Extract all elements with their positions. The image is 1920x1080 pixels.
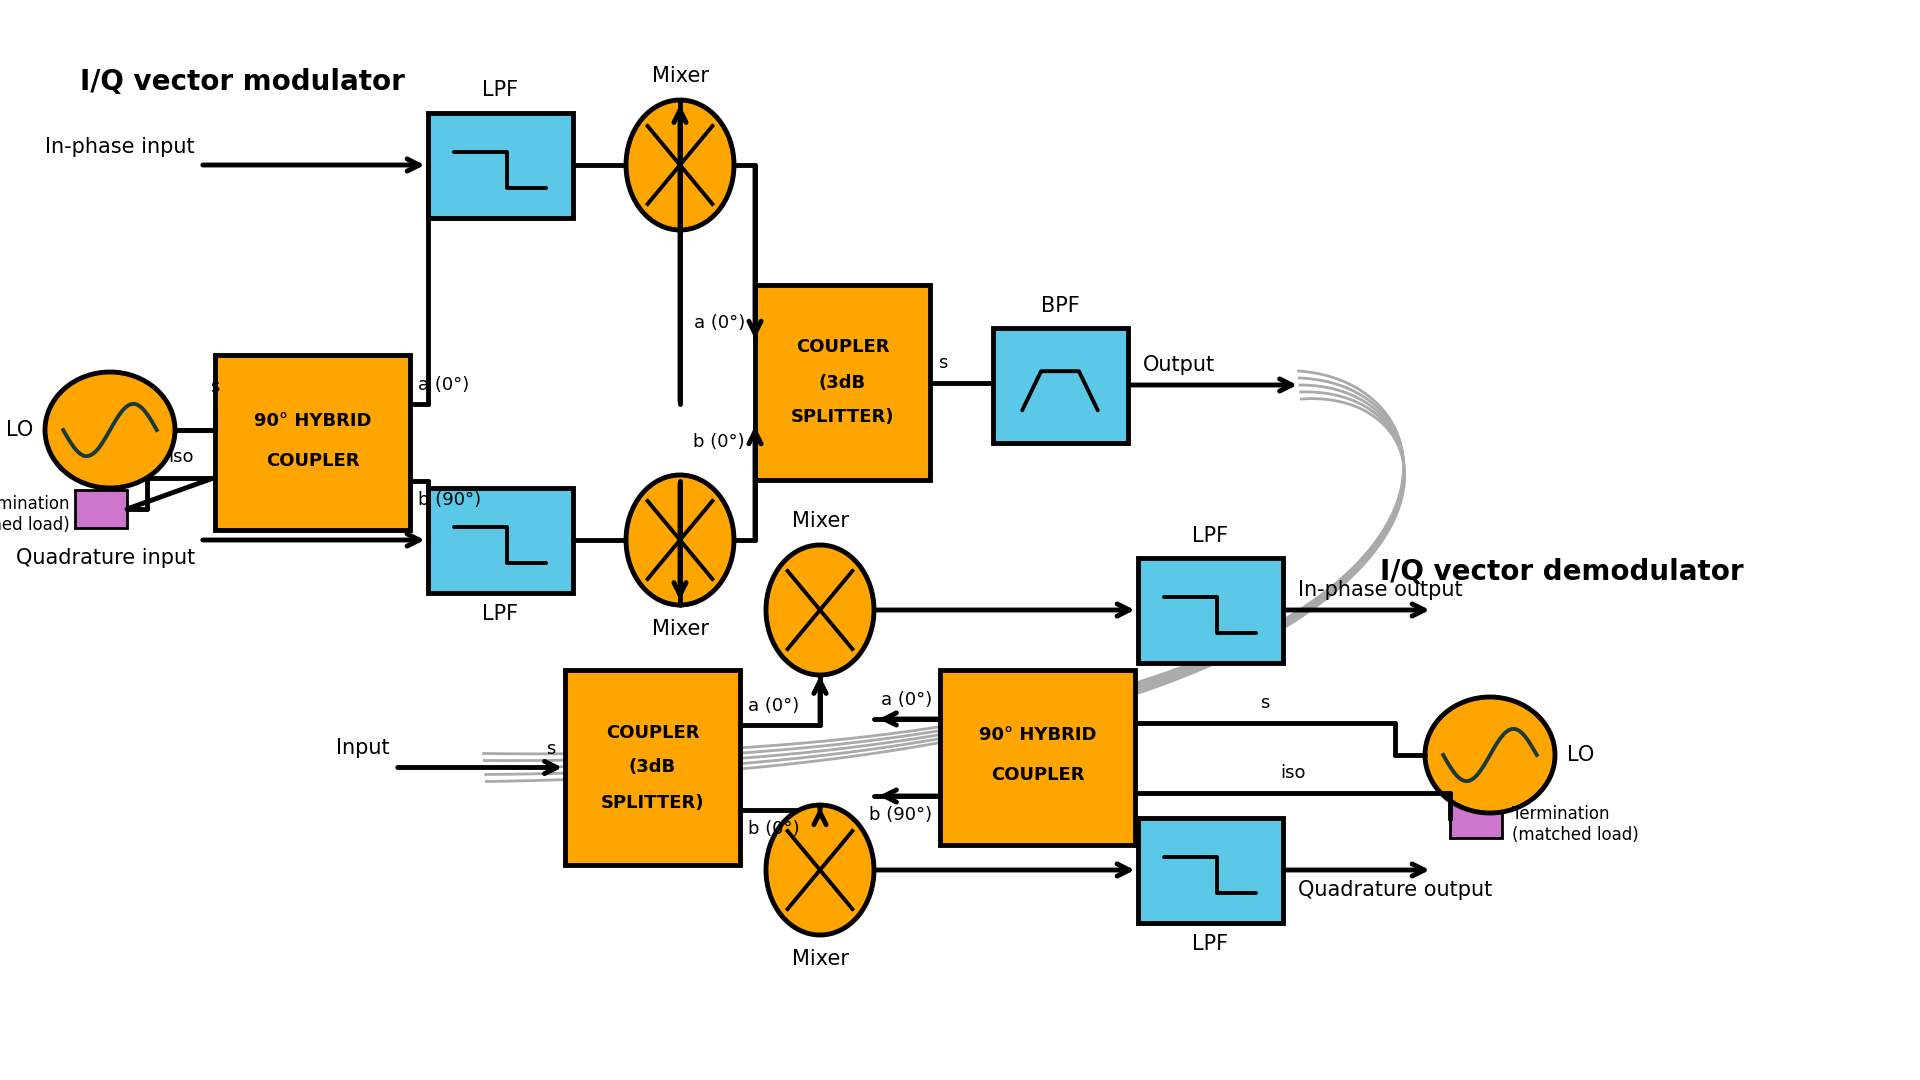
FancyBboxPatch shape (428, 487, 572, 593)
Text: a (0°): a (0°) (749, 697, 799, 715)
Text: 90° HYBRID: 90° HYBRID (253, 411, 371, 430)
Text: Mixer: Mixer (651, 619, 708, 639)
Text: (matched load): (matched load) (1513, 826, 1640, 843)
Text: Quadrature input: Quadrature input (15, 548, 196, 568)
Ellipse shape (626, 475, 733, 605)
Text: Output: Output (1142, 355, 1215, 375)
Text: s: s (545, 740, 555, 757)
Text: s: s (1260, 694, 1269, 713)
FancyBboxPatch shape (428, 112, 572, 217)
Text: Mixer: Mixer (791, 511, 849, 531)
Text: b (90°): b (90°) (419, 491, 482, 509)
Text: LPF: LPF (1192, 526, 1229, 545)
Text: I/Q vector demodulator: I/Q vector demodulator (1380, 558, 1743, 586)
FancyBboxPatch shape (75, 490, 127, 528)
Text: Mixer: Mixer (791, 949, 849, 969)
Text: COUPLER: COUPLER (991, 767, 1085, 784)
Ellipse shape (766, 805, 874, 935)
FancyBboxPatch shape (1137, 557, 1283, 662)
Text: a (0°): a (0°) (881, 691, 931, 708)
Text: iso: iso (1281, 765, 1306, 783)
Text: COUPLER: COUPLER (605, 724, 699, 742)
Ellipse shape (44, 372, 175, 488)
Text: Mixer: Mixer (651, 66, 708, 86)
Text: COUPLER: COUPLER (265, 451, 359, 470)
Ellipse shape (626, 100, 733, 230)
Text: (matched load): (matched load) (0, 516, 69, 534)
Text: In-phase output: In-phase output (1298, 580, 1463, 600)
Text: LPF: LPF (482, 81, 518, 100)
FancyBboxPatch shape (941, 670, 1135, 845)
Text: s: s (211, 378, 219, 395)
Ellipse shape (1425, 697, 1555, 813)
Text: (3dB: (3dB (630, 758, 676, 777)
Text: a (0°): a (0°) (419, 376, 468, 394)
Text: LPF: LPF (1192, 934, 1229, 955)
Text: b (90°): b (90°) (870, 806, 931, 824)
Text: 90° HYBRID: 90° HYBRID (979, 727, 1096, 744)
FancyBboxPatch shape (564, 670, 739, 865)
Text: LO: LO (6, 420, 33, 440)
Text: Quadrature output: Quadrature output (1298, 880, 1492, 900)
Text: Termination: Termination (1513, 805, 1609, 823)
Text: BPF: BPF (1041, 296, 1079, 315)
Ellipse shape (766, 545, 874, 675)
FancyBboxPatch shape (1450, 800, 1501, 838)
Text: b (0°): b (0°) (749, 821, 799, 838)
Text: b (0°): b (0°) (693, 433, 745, 451)
FancyBboxPatch shape (755, 285, 929, 480)
Text: LO: LO (1567, 745, 1594, 765)
Text: s: s (939, 354, 947, 373)
FancyBboxPatch shape (215, 355, 411, 530)
Text: Termination: Termination (0, 495, 69, 513)
Text: SPLITTER): SPLITTER) (601, 794, 705, 811)
Text: I/Q vector modulator: I/Q vector modulator (81, 68, 405, 96)
Text: iso: iso (169, 447, 194, 465)
FancyBboxPatch shape (993, 327, 1127, 443)
Text: (3dB: (3dB (820, 374, 866, 391)
Text: In-phase input: In-phase input (46, 137, 196, 157)
Text: SPLITTER): SPLITTER) (791, 408, 895, 427)
Text: LPF: LPF (482, 605, 518, 624)
Text: a (0°): a (0°) (693, 313, 745, 332)
Text: Input: Input (336, 738, 390, 757)
Text: COUPLER: COUPLER (795, 338, 889, 356)
FancyBboxPatch shape (1137, 818, 1283, 922)
